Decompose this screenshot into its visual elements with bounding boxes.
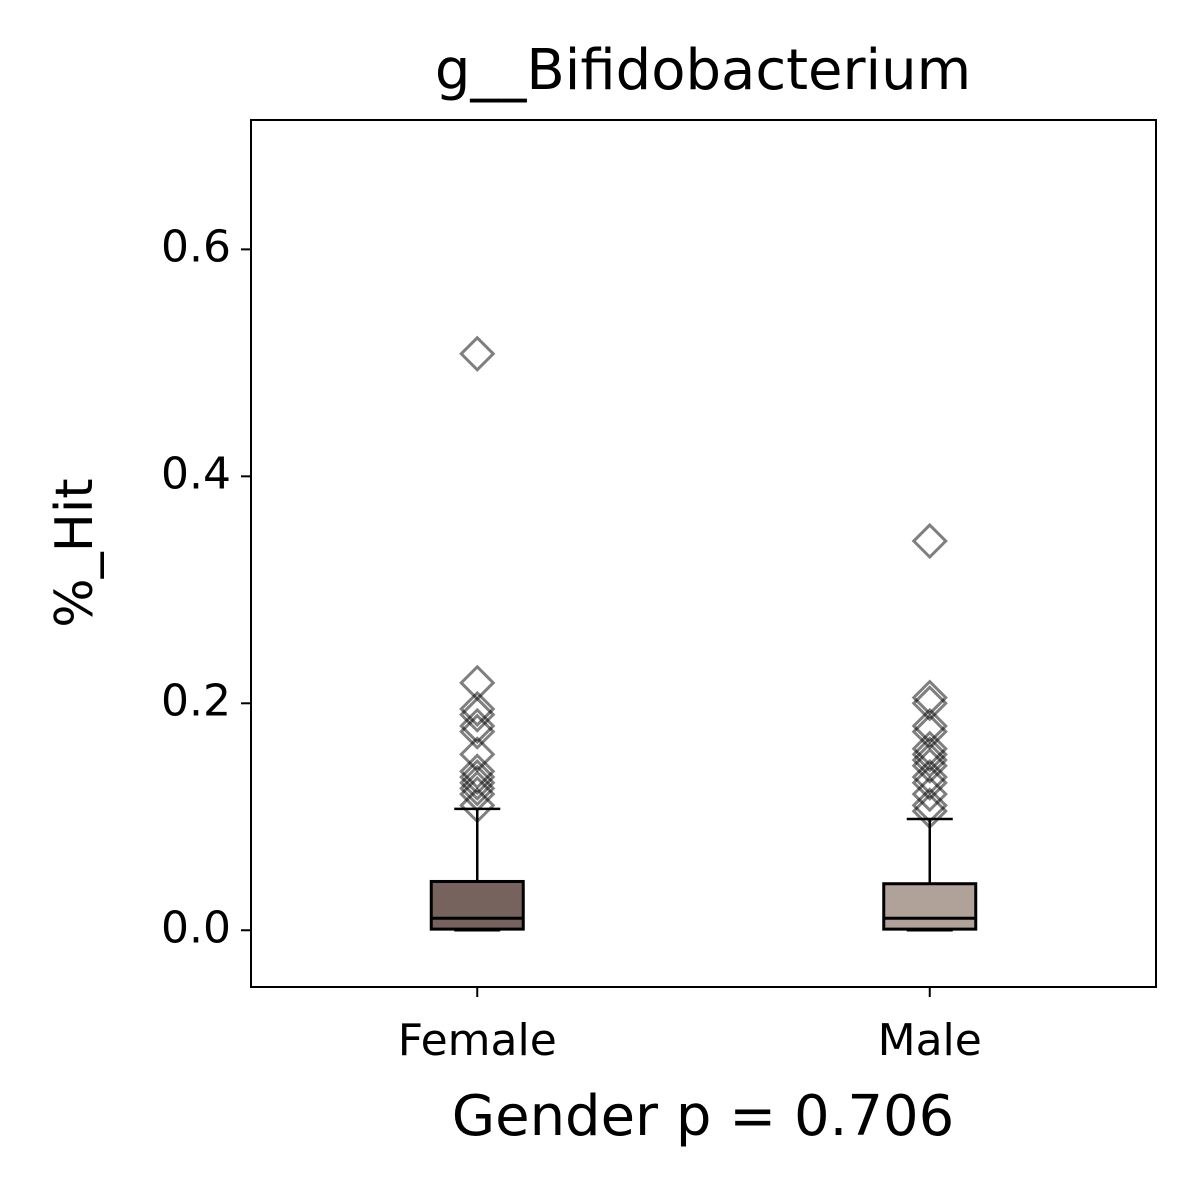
- outlier: [911, 787, 948, 824]
- outlier: [459, 707, 496, 745]
- outlier: [459, 696, 496, 733]
- y-axis-label: %_Hit: [45, 478, 105, 627]
- outlier: [911, 736, 948, 773]
- outlier: [459, 787, 496, 824]
- outlier: [459, 690, 496, 728]
- outlier: [459, 713, 496, 750]
- box: [429, 879, 525, 931]
- x-axis-label: Gender p = 0.706: [452, 1084, 955, 1149]
- y-tick-label: 0.6: [161, 221, 231, 272]
- y-tick-label: 0.0: [161, 902, 231, 953]
- outlier: [911, 764, 948, 801]
- x-tick-label: Female: [398, 1015, 557, 1066]
- y-tick-label: 0.4: [161, 448, 231, 499]
- outlier: [459, 335, 496, 372]
- outlier: [459, 764, 496, 801]
- outlier: [459, 758, 496, 796]
- outlier: [459, 775, 496, 813]
- outlier: [911, 522, 948, 560]
- box: [882, 882, 978, 931]
- x-tick-label: Male: [878, 1015, 982, 1066]
- outlier: [911, 775, 948, 813]
- y-tick-label: 0.2: [161, 675, 231, 726]
- plot-frame: [250, 119, 1157, 988]
- outlier: [459, 770, 496, 807]
- outlier: [911, 792, 948, 830]
- outlier: [911, 747, 948, 784]
- outlier: [911, 685, 948, 722]
- chart-title: g__Bifidobacterium: [435, 38, 971, 103]
